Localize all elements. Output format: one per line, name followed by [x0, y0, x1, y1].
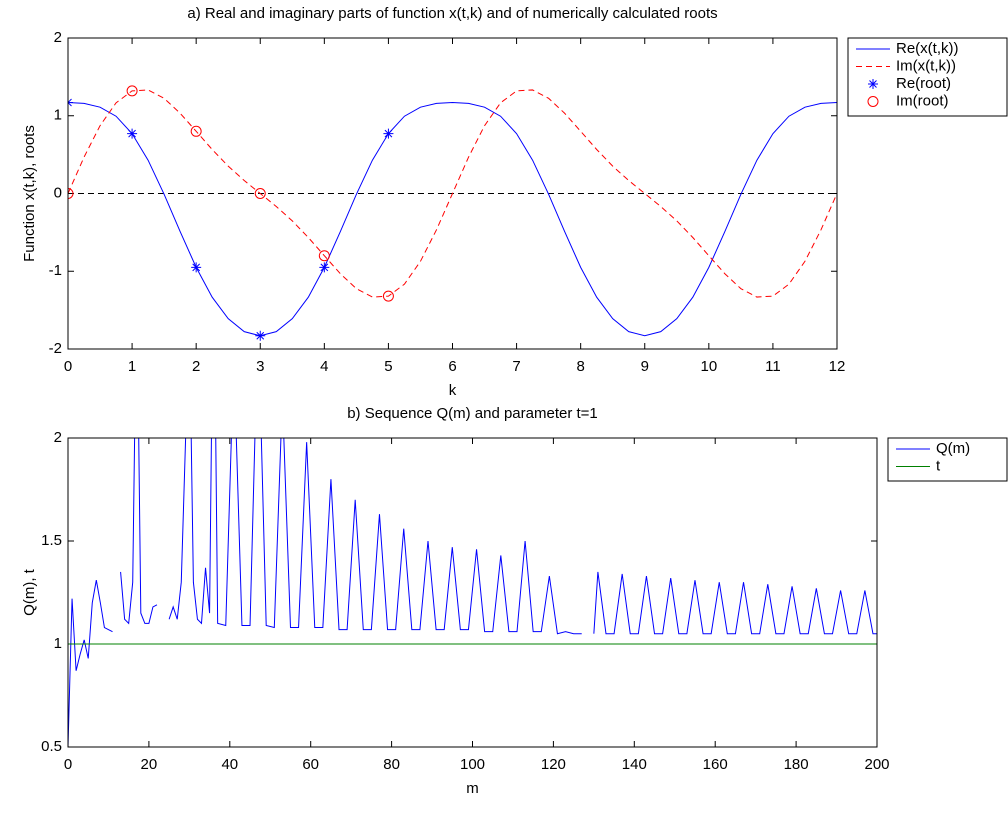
x-tick-label: 80: [383, 756, 400, 773]
x-tick-label: 5: [384, 358, 392, 375]
legend-box: [887, 437, 1008, 482]
x-tick-label: 4: [320, 358, 328, 375]
chart-title: a) Real and imaginary parts of function …: [187, 5, 717, 22]
x-tick-label: 0: [64, 756, 72, 773]
x-tick-label: 120: [541, 756, 566, 773]
x-tick-label: 1: [128, 358, 136, 375]
x-tick-label: 60: [302, 756, 319, 773]
x-tick-label: 12: [829, 358, 846, 375]
legend-label: Re(root): [896, 75, 951, 92]
y-axis-label: Q(m), t: [21, 568, 38, 615]
x-tick-label: 0: [64, 358, 72, 375]
x-tick-label: 10: [700, 358, 717, 375]
x-tick-label: 20: [141, 756, 158, 773]
y-tick-label: -2: [49, 340, 62, 357]
asterisk-marker: [383, 128, 394, 139]
circle-marker: [68, 188, 74, 199]
x-tick-label: 200: [864, 756, 889, 773]
data-line: [68, 438, 877, 747]
chart-title: b) Sequence Q(m) and parameter t=1: [347, 405, 598, 422]
asterisk-marker: [191, 262, 202, 273]
circle-marker: [254, 188, 266, 199]
x-tick-label: 11: [765, 358, 781, 375]
plot-area: [68, 438, 877, 747]
circle-marker: [190, 125, 202, 137]
x-tick-label: 6: [448, 358, 456, 375]
plot-area: [68, 85, 837, 341]
data-line: [68, 89, 837, 298]
x-tick-label: 3: [256, 358, 264, 375]
y-tick-label: 2: [54, 429, 62, 446]
asterisk-marker: [319, 262, 330, 273]
asterisk-marker: [127, 128, 138, 139]
y-axis-label: Function x(t,k), roots: [21, 125, 38, 262]
y-tick-label: -1: [49, 262, 62, 279]
x-tick-label: 7: [512, 358, 520, 375]
x-axis-label: k: [449, 382, 457, 399]
circle-marker: [867, 96, 879, 107]
legend-label: Re(x(t,k)): [896, 40, 959, 57]
legend-label: Im(root): [896, 92, 949, 109]
x-tick-label: 2: [192, 358, 200, 375]
x-tick-label: 160: [703, 756, 728, 773]
y-tick-label: 0: [54, 184, 62, 201]
x-tick-label: 9: [641, 358, 649, 375]
axes-frame: [67, 437, 878, 748]
circle-marker: [318, 250, 330, 262]
x-tick-label: 100: [460, 756, 485, 773]
circle-marker: [126, 85, 138, 97]
y-tick-label: 2: [54, 29, 62, 46]
x-tick-label: 8: [576, 358, 584, 375]
y-tick-label: 1: [54, 107, 62, 124]
asterisk-marker: [255, 330, 266, 341]
x-tick-label: 40: [221, 756, 238, 773]
axes-frame: [67, 37, 838, 350]
x-tick-label: 140: [622, 756, 647, 773]
legend-label: Im(x(t,k)): [896, 57, 956, 74]
y-tick-label: 1: [54, 635, 62, 652]
legend-label: Q(m): [936, 440, 970, 457]
legend-label: t: [936, 457, 941, 474]
x-axis-label: m: [466, 780, 479, 797]
y-tick-label: 1.5: [41, 532, 62, 549]
legend-box: [847, 37, 1008, 117]
asterisk-marker: [868, 79, 878, 89]
y-tick-label: 0.5: [41, 738, 62, 755]
circle-marker: [382, 290, 394, 302]
x-tick-label: 180: [784, 756, 809, 773]
